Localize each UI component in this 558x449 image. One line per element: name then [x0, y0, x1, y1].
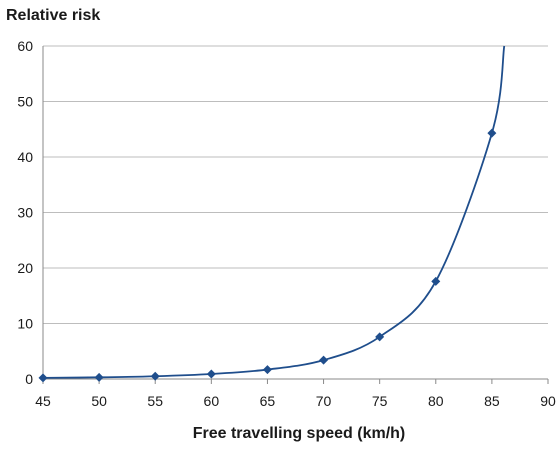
- data-point: [487, 128, 497, 138]
- y-tick-label: 10: [17, 316, 33, 332]
- x-tick-label: 90: [540, 393, 556, 409]
- x-tick-label: 50: [91, 393, 107, 409]
- x-tick-label: 65: [260, 393, 276, 409]
- x-tick-label: 70: [316, 393, 332, 409]
- series-line: [42, 45, 506, 379]
- y-tick-label: 20: [17, 260, 33, 276]
- x-tick-label: 45: [35, 393, 51, 409]
- y-tick-label: 40: [17, 149, 33, 165]
- y-tick-label: 60: [17, 38, 33, 54]
- data-point: [206, 369, 216, 379]
- x-axis-label: Free travelling speed (km/h): [192, 425, 406, 442]
- data-point: [38, 373, 48, 383]
- x-tick-label: 80: [428, 393, 444, 409]
- data-point: [431, 276, 441, 286]
- x-tick-label: 60: [204, 393, 220, 409]
- data-point: [262, 365, 272, 375]
- data-point: [319, 355, 329, 365]
- y-tick-label: 0: [25, 371, 33, 387]
- data-point: [375, 332, 385, 342]
- data-point: [94, 372, 104, 382]
- x-tick-label: 55: [147, 393, 163, 409]
- x-tick-label: 85: [484, 393, 500, 409]
- y-tick-label: 30: [17, 205, 33, 221]
- y-tick-label: 50: [17, 94, 33, 110]
- x-tick-label: 75: [372, 393, 388, 409]
- chart-title: Relative risk: [6, 7, 101, 24]
- data-point: [150, 371, 160, 381]
